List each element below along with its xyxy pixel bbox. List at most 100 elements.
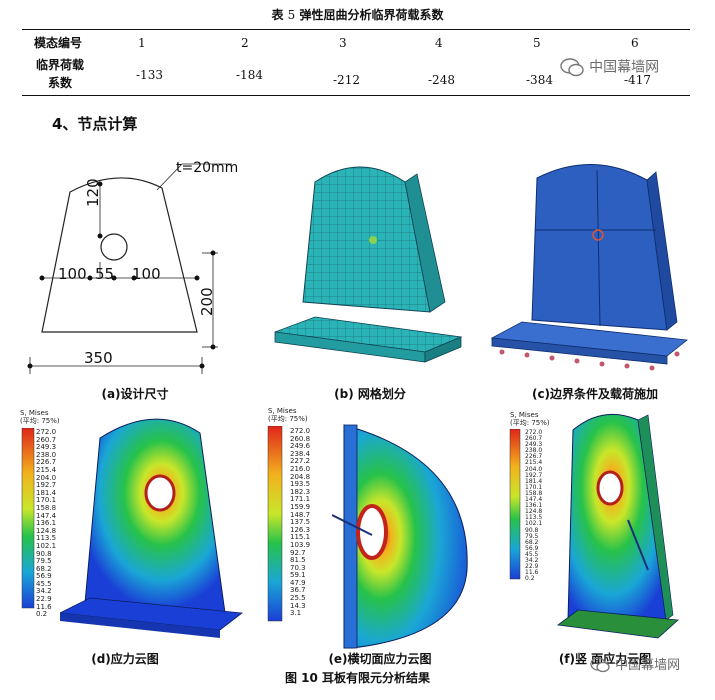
legend-e-tick: 3.1 [290,609,302,618]
legend-d-tick: 147.4 [36,511,57,520]
dim-350: 350 [84,349,113,367]
legend-f-tick: 147.4 [525,496,543,504]
legend-d-tick: 68.2 [36,564,52,573]
legend-e-tick: 238.4 [290,449,311,458]
legend-f-tick: 204.0 [525,465,543,473]
mode-2: 2 [241,36,249,50]
legend-d-tick: 136.1 [36,519,57,528]
mode-4: 4 [435,36,443,50]
legend-d-tick: 158.8 [36,503,57,512]
dim-100-right: 100 [132,265,161,283]
coef-3: -212 [333,73,360,87]
legend-f-tick: 181.4 [525,477,543,485]
legend-e-tick: 193.5 [290,480,311,489]
stress-model-e [332,424,468,649]
legend-e-tick: 216.0 [290,464,311,473]
legend-f-tick: 249.3 [525,441,543,449]
legend-d-tick: 204.0 [36,473,57,482]
legend-e-tick: 126.3 [290,525,311,534]
legend-d-values: 272.0 260.7 249.3 238.0 226.7 215.4 204.… [36,428,57,619]
legend-e-tick: 14.3 [290,601,306,610]
legend-e-tick: 137.5 [290,518,311,527]
legend-f-tick: 124.8 [525,508,543,516]
legend-e-values: 272.0 260.8 249.6 238.4 227.2 216.0 204.… [290,427,311,618]
figure-caption: 图 10 耳板有限元分析结果 [284,671,431,685]
legend-e-tick: 204.8 [290,472,311,481]
legend-d-tick: 260.7 [36,435,57,444]
subcaption-f: (f)竖 面应力云图 [558,652,652,666]
section-title: 4、节点计算 [52,115,138,133]
legend-d-tick: 113.5 [36,534,57,543]
table-bottom-rule [22,95,690,96]
legend-f-tick: 272.0 [525,429,543,436]
legend-d-tick: 34.2 [36,587,52,596]
legend-e-tick: 260.8 [290,434,311,443]
legend-e-tick: 272.0 [290,427,311,435]
coef-2: -184 [236,68,263,82]
subcaption-e: (e)横切面应力云图 [328,652,432,666]
legend-e-tick: 47.9 [290,578,306,587]
dim-thickness: t=20mm [176,160,239,176]
legend-d-tick: 45.5 [36,579,52,588]
dim-55: 55 [95,265,115,283]
legend-d-tick: 226.7 [36,458,57,467]
legend-d-tick: 102.1 [36,541,57,550]
mode-1: 1 [138,36,146,50]
legend-f-tick: 22.9 [525,563,539,571]
legend-d: S, Mises (平均: 75%) [20,409,60,425]
legend-f-colorbar [509,429,521,580]
legend-e: S, Mises (平均: 75%) [268,407,308,423]
legend-f-tick: 238.0 [525,447,543,455]
legend-f: S, Mises (平均: 75%) [510,411,550,427]
legend-d-tick: 181.4 [36,488,57,497]
legend-e-tick: 115.1 [290,533,311,542]
legend-d-tick: 249.3 [36,443,57,452]
legend-e-tick: 70.3 [290,563,306,572]
legend-f-tick: 79.5 [525,532,539,540]
legend-e-colorbar [267,426,283,622]
legend-f-tick: 113.5 [525,514,543,522]
table-caption-num: 5 [287,8,296,22]
legend-d-tick: 192.7 [36,481,57,490]
legend-d-tick: 170.1 [36,496,57,505]
legend-f-tick: 34.2 [525,556,539,564]
legend-f-tick: 215.4 [525,459,543,467]
legend-e-tick: 25.5 [290,594,306,603]
subcaption-a: (a)设计尺寸 [101,387,169,401]
legend-f-tick: 102.1 [525,520,543,528]
legend-f-tick: 226.7 [525,453,543,461]
legend-d-subtitle: (平均: 75%) [20,416,60,425]
mode-5: 5 [533,36,541,50]
legend-f-tick: 90.8 [525,526,539,534]
legend-d-tick: 272.0 [36,428,57,436]
mesh-model [274,166,463,363]
legend-f-tick: 11.6 [525,569,539,577]
legend-e-tick: 103.9 [290,540,311,549]
coef-6: -417 [624,73,651,87]
legend-d-tick: 56.9 [36,572,52,581]
legend-d-tick: 0.2 [36,610,48,619]
design-drawing [27,163,232,374]
legend-e-tick: 92.7 [290,548,306,557]
legend-e-tick: 249.6 [290,442,311,451]
legend-f-tick: 158.8 [525,489,543,497]
legend-e-tick: 81.5 [290,556,306,565]
legend-e-tick: 182.3 [290,487,311,496]
watermark-top: 中国幕墙网 [560,56,659,78]
legend-d-tick: 90.8 [36,549,52,558]
legend-f-tick: 68.2 [525,538,539,546]
stress-model-f [556,413,679,639]
legend-f-subtitle: (平均: 75%) [510,418,550,427]
table-caption-prefix: 表 [271,8,284,22]
mode-6: 6 [631,36,639,50]
legend-d-colorbar [21,428,35,609]
watermark-bottom: 中国幕墙网 [590,654,680,674]
legend-f-title: S, Mises [510,411,539,419]
coef-5: -384 [526,73,553,87]
legend-e-subtitle: (平均: 75%) [268,414,308,423]
legend-f-tick: 0.2 [525,575,535,583]
mode-3: 3 [339,36,347,50]
legend-d-tick: 124.8 [36,526,57,535]
row-label-mode: 模态编号 [34,36,83,50]
legend-e-tick: 227.2 [290,457,311,466]
